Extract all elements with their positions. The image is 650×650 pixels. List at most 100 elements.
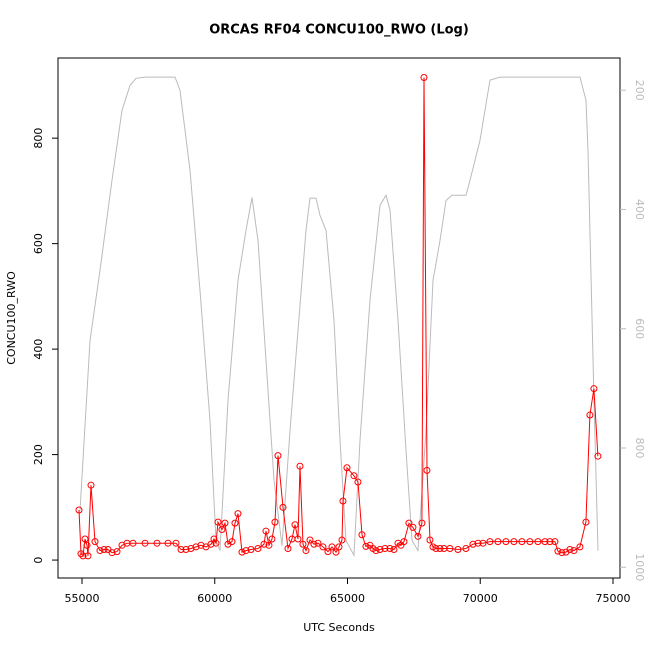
data-point <box>242 547 250 555</box>
data-point <box>409 523 417 531</box>
data-point <box>192 543 200 551</box>
data-point <box>306 536 314 544</box>
y-tick-label: 200 <box>32 444 45 465</box>
data-point <box>218 525 226 533</box>
data-point <box>381 544 389 552</box>
data-point <box>486 538 494 546</box>
data-point <box>302 547 310 555</box>
data-point <box>284 544 292 552</box>
data-point <box>84 552 92 560</box>
x-tick-label: 55000 <box>65 592 100 605</box>
data-point <box>207 540 215 548</box>
data-point <box>432 544 440 552</box>
plot-frame <box>57 57 621 579</box>
y2-tick-label: 200 <box>633 80 646 101</box>
data-point <box>310 540 318 548</box>
data-point <box>79 552 87 560</box>
data-point <box>390 546 398 554</box>
x-axis-label: UTC Seconds <box>303 621 375 634</box>
data-point <box>566 546 574 554</box>
data-point <box>343 464 351 472</box>
data-point <box>274 452 282 460</box>
data-point <box>469 540 477 548</box>
data-point <box>83 541 91 549</box>
data-point <box>260 540 268 548</box>
data-point <box>454 546 462 554</box>
data-point <box>362 542 370 550</box>
y-tick-label: 0 <box>32 557 45 564</box>
x-tick-label: 70000 <box>463 592 498 605</box>
data-point <box>129 539 137 547</box>
data-point <box>354 478 362 486</box>
data-point <box>108 549 116 557</box>
data-point <box>271 518 279 526</box>
data-point <box>268 535 276 543</box>
data-point <box>414 532 422 540</box>
data-point <box>228 538 236 546</box>
data-point <box>182 546 190 554</box>
data-point <box>386 544 394 552</box>
data-point <box>254 544 262 552</box>
data-point <box>423 466 431 474</box>
data-point <box>314 539 322 547</box>
data-point <box>328 543 336 551</box>
data-point <box>420 74 428 82</box>
data-point <box>551 538 559 546</box>
x-tick-label: 60000 <box>197 592 232 605</box>
data-point <box>294 535 302 543</box>
data-point <box>238 548 246 556</box>
data-point <box>546 538 554 546</box>
y-tick-label: 800 <box>32 128 45 149</box>
data-point <box>372 547 380 555</box>
data-point <box>197 541 205 549</box>
data-point <box>324 548 332 556</box>
data-point <box>113 548 121 556</box>
data-point <box>510 538 518 546</box>
data-point <box>335 543 343 551</box>
data-point <box>172 539 180 547</box>
data-point <box>177 546 185 554</box>
data-point <box>187 544 195 552</box>
data-point <box>299 540 307 548</box>
data-point <box>339 497 347 505</box>
data-point <box>291 521 299 529</box>
chart-title: ORCAS RF04 CONCU100_RWO (Log) <box>209 23 469 38</box>
y2-tick-label: 400 <box>633 199 646 220</box>
data-point <box>405 519 413 527</box>
y2-tick-label: 600 <box>633 318 646 339</box>
data-point <box>502 538 510 546</box>
data-point <box>586 411 594 419</box>
data-point <box>541 538 549 546</box>
data-point <box>332 548 340 556</box>
data-point <box>590 385 598 393</box>
data-point <box>265 541 273 549</box>
y-tick-label: 600 <box>32 233 45 254</box>
y2-tick-label: 1000 <box>633 553 646 581</box>
data-point <box>87 481 95 489</box>
data-point <box>436 544 444 552</box>
data-point <box>526 538 534 546</box>
data-point <box>376 546 384 554</box>
data-point <box>446 544 454 552</box>
data-point <box>141 539 149 547</box>
data-point <box>212 539 220 547</box>
data-point <box>319 543 327 551</box>
data-point <box>494 538 502 546</box>
data-point <box>594 452 602 460</box>
data-point <box>210 535 218 543</box>
data-point <box>100 546 108 554</box>
data-point <box>400 538 408 546</box>
data-point <box>358 531 366 539</box>
data-point <box>296 462 304 470</box>
data-point <box>247 546 255 554</box>
data-point <box>153 539 161 547</box>
data-point <box>558 549 566 557</box>
x-tick-label: 65000 <box>330 592 365 605</box>
data-point <box>164 539 172 547</box>
data-point <box>554 547 562 555</box>
data-point <box>77 550 85 558</box>
data-point <box>91 538 99 546</box>
data-point <box>426 536 434 544</box>
series-line <box>79 76 599 558</box>
